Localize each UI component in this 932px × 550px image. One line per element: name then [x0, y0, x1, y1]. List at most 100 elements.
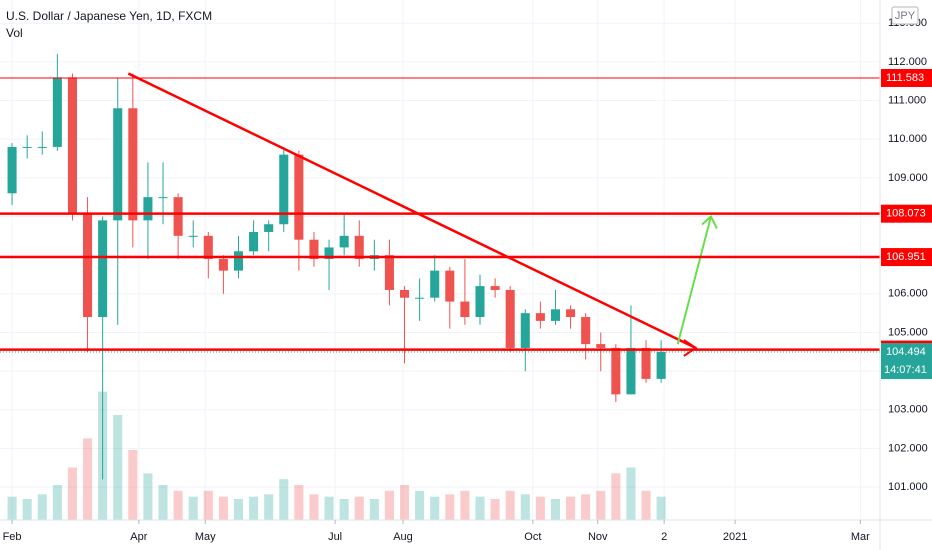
projection-arrowhead [701, 214, 718, 229]
volume-bar [37, 494, 47, 520]
volume-bar [641, 490, 651, 520]
x-tick-label: 2021 [723, 531, 747, 543]
volume-bar [505, 490, 515, 520]
x-tick-label: Jul [328, 531, 342, 543]
volume-bar [656, 496, 666, 520]
candle-body [430, 270, 440, 298]
y-tick-label: 105.000 [888, 326, 928, 338]
volume-bar [611, 473, 621, 520]
candle-body [656, 351, 666, 379]
volume-bar [158, 485, 168, 520]
volume-bar [475, 496, 485, 520]
volume-bar [415, 490, 425, 520]
chart-title: U.S. Dollar / Japanese Yen, 1D, FXCM [6, 9, 212, 23]
volume-bar [369, 499, 379, 520]
candle-body [173, 197, 183, 236]
candle-body [218, 259, 228, 271]
trend-arrowhead [683, 339, 698, 357]
x-tick-label: May [195, 531, 216, 543]
candle-body [460, 301, 470, 318]
candle-body [445, 270, 455, 302]
candle-body [7, 146, 17, 194]
candle-body [596, 344, 606, 348]
volume-bar [309, 494, 319, 520]
level-label-box [881, 204, 932, 223]
candle-body [581, 317, 591, 345]
y-tick-label: 110.000 [888, 133, 927, 145]
volume-bar [67, 467, 77, 520]
volume-bar [113, 415, 123, 520]
y-tick-label: 111.000 [888, 94, 926, 106]
volume-bar [430, 496, 440, 520]
candle-body [143, 197, 153, 221]
last-price-label: 104.494 [886, 346, 926, 358]
volume-bar [550, 499, 560, 520]
volume-bar [384, 490, 394, 520]
candle-body [37, 146, 47, 148]
y-tick-label: 109.000 [888, 172, 928, 184]
volume-bar [264, 494, 274, 520]
candle-body [505, 289, 515, 348]
y-tick-label: 112.000 [888, 56, 927, 68]
candle-body [67, 77, 77, 213]
volume-bar [400, 485, 410, 520]
candle-body [264, 224, 274, 232]
candle-body [475, 286, 485, 318]
x-tick-label: Aug [393, 531, 413, 543]
candle-body [611, 347, 621, 395]
candle-body [520, 313, 530, 348]
candle-body [249, 231, 259, 252]
volume-bar [339, 499, 349, 520]
candle-body [233, 251, 244, 271]
volume-bar [203, 490, 213, 520]
candle-body [490, 286, 500, 290]
candle-body [113, 108, 123, 221]
candle-body [641, 347, 651, 379]
candle-body [203, 235, 213, 260]
volume-bar [233, 499, 244, 520]
x-tick-label: Oct [524, 531, 541, 543]
candle-body [324, 247, 334, 260]
volume-bar [626, 467, 636, 520]
candle-body [279, 154, 289, 225]
candle-body [550, 309, 560, 321]
volume-bar [324, 496, 334, 520]
candle-body [626, 347, 636, 395]
trend-line [127, 72, 697, 350]
candle-body [384, 255, 394, 290]
countdown-label: 14:07:41 [884, 364, 927, 376]
volume-bar [279, 479, 289, 520]
volume-bar [354, 496, 364, 520]
x-tick-label: 2 [661, 531, 667, 543]
currency-label[interactable]: JPY [895, 10, 916, 22]
volume-bar [128, 450, 138, 520]
volume-bar [566, 496, 576, 520]
volume-bar [188, 496, 198, 520]
candle-body [294, 154, 304, 240]
candle-body [535, 313, 545, 321]
candle-body [52, 77, 62, 147]
volume-bar [52, 485, 62, 520]
volume-bar [490, 499, 500, 520]
candle-body [400, 289, 410, 298]
candle-body [188, 235, 198, 237]
volume-bar [218, 496, 228, 520]
volume-bar [83, 438, 93, 520]
y-tick-label: 101.000 [888, 481, 928, 493]
volume-bar [581, 494, 591, 520]
volume-bar [520, 494, 530, 520]
level-label-box [881, 248, 932, 267]
volume-bar [249, 496, 259, 520]
candle-body [354, 235, 364, 260]
currency-box[interactable] [891, 6, 919, 25]
volume-bar [173, 490, 183, 520]
volume-label: Vol [6, 26, 23, 40]
volume-bar [143, 473, 153, 520]
x-tick-label: Apr [130, 531, 147, 543]
candle-body [128, 108, 138, 221]
y-tick-label: 102.000 [888, 442, 928, 454]
candle-body [158, 197, 168, 199]
x-tick-label: Feb [3, 531, 22, 543]
